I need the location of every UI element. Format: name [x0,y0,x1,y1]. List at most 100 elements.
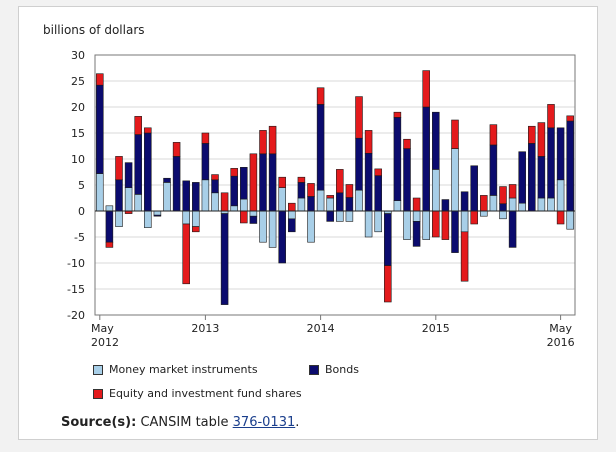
bar-segment-bonds [144,132,152,212]
bar-segment-mmi [422,210,430,240]
bar-segment-equity [96,73,104,86]
bar-segment-equity [364,130,373,154]
y-tick-label: 10 [71,153,85,166]
bar-segment-mmi [259,210,267,243]
bar-segment-mmi [566,210,574,230]
legend-item-mmi: Money market instruments [93,363,258,376]
y-tick-label: -20 [67,309,85,322]
bar-segment-mmi [508,197,517,212]
x-tick-label: May [549,322,572,335]
bar-segment-bonds [326,210,334,222]
bar-segment-mmi [432,169,440,212]
y-tick-label: -5 [74,231,85,244]
bar-segment-equity [422,70,430,108]
y-tick-label: 0 [78,205,85,218]
bar-segment-mmi [403,210,411,240]
bar-segment-bonds [518,151,526,204]
bar-segment-equity [441,210,450,240]
bar-segment-mmi [364,210,373,238]
bar-segment-mmi [537,197,546,212]
bar-segment-equity [508,184,517,199]
bar-segment-equity [326,195,334,199]
bar-segment-bonds [374,175,382,212]
bar-segment-equity [355,96,363,139]
y-tick-label: 15 [71,127,85,140]
bar-segment-equity [537,122,546,157]
y-tick-label: 20 [71,101,85,114]
bar-segment-equity [201,132,210,144]
bar-segment-equity [432,210,440,238]
bar-segment-bonds [441,199,450,212]
x-tick-label: 2016 [547,336,575,349]
bar-segment-equity [528,125,536,144]
bar-segment-bonds [259,153,267,212]
bar-segment-equity [259,130,267,155]
bar-segment-bonds [528,143,536,212]
bar-segment-equity [211,174,219,181]
bar-segment-bonds [508,210,517,248]
bar-segment-mmi [326,197,334,212]
bar-segment-mmi [518,202,526,212]
bar-segment-equity [499,186,507,205]
bar-segment-equity [288,202,296,212]
source-link[interactable]: 376-0131 [232,415,296,430]
bar-segment-bonds [105,210,114,243]
bar-segment-equity [451,119,459,149]
bar-segment-mmi [96,173,104,212]
bar-segment-mmi [355,189,363,212]
bar-segment-mmi [412,210,421,222]
bar-segment-bonds [316,104,325,191]
bar-segment-mmi [393,200,402,212]
bar-segment-equity [268,125,277,155]
bar-segment-mmi [451,148,459,212]
bar-segment-mmi [278,187,286,212]
bar-segment-bonds [489,144,498,196]
bar-segment-bonds [172,156,181,212]
legend-label-mmi: Money market instruments [109,363,258,376]
bar-segment-mmi [105,205,114,212]
bar-segment-equity [384,265,392,303]
bar-segment-mmi [240,198,248,212]
bar-segment-mmi [297,197,306,212]
bar-segment-equity [556,210,565,225]
bar-segment-bonds [268,153,277,212]
bar-segment-bonds [163,177,171,183]
bar-segment-mmi [230,205,238,212]
bar-segment-mmi [489,195,498,212]
bar-segment-equity [297,176,306,183]
y-tick-label: 30 [71,49,85,62]
bar-segment-equity [547,104,555,129]
legend-swatch-bonds [309,364,319,375]
x-tick-label: 2014 [307,322,335,335]
bar-segment-equity [144,127,152,134]
bar-segment-mmi [182,210,190,225]
plot-border [94,54,576,316]
bar-segment-equity [403,138,411,149]
bar-segment-mmi [163,182,171,212]
bar-segment-bonds [432,111,440,170]
bar-segment-bonds [211,179,219,194]
bar-segment-equity [240,210,248,224]
bar-segment-mmi [547,197,555,212]
bar-segment-mmi [460,210,469,233]
bar-segment-bonds [288,218,296,233]
legend-item-bonds: Bonds [309,363,359,376]
bar-segment-mmi [211,192,219,212]
bar-segment-mmi [192,210,200,227]
bar-segment-bonds [345,197,354,212]
bar-segment-mmi [288,210,296,220]
bar-segment-bonds [297,182,306,199]
bar-segment-bonds [307,196,315,212]
bar-segment-bonds [499,203,507,212]
x-tick-label: 2013 [191,322,219,335]
legend-label-equity: Equity and investment fund shares [109,387,302,400]
bar-segment-bonds [153,214,162,217]
bar-segment-equity [220,192,229,212]
y-tick-label: 25 [71,75,85,88]
bar-segment-bonds [240,167,248,200]
bar-segment-bonds [566,120,574,212]
bar-segment-mmi [307,210,315,243]
bar-segment-bonds [460,191,469,212]
bar-segment-bonds [96,84,104,174]
